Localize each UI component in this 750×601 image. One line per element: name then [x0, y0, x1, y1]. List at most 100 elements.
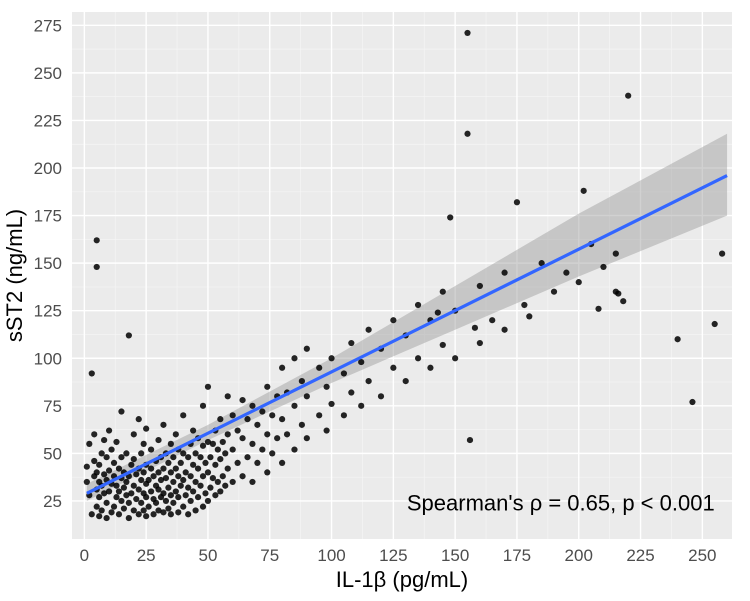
data-point [84, 479, 90, 485]
data-point [220, 439, 226, 445]
data-point [291, 403, 297, 409]
data-point [111, 460, 117, 466]
data-point [89, 511, 95, 517]
data-point [230, 412, 236, 418]
y-tick-label: 125 [34, 302, 62, 321]
data-point [299, 378, 305, 384]
data-point [180, 504, 186, 510]
data-point [230, 446, 236, 452]
data-point [472, 325, 478, 331]
data-point [190, 427, 196, 433]
data-point [99, 507, 105, 513]
data-point [366, 327, 372, 333]
data-point [96, 513, 102, 519]
data-point [217, 416, 223, 422]
data-point [259, 446, 265, 452]
data-point [477, 283, 483, 289]
data-point [113, 439, 119, 445]
data-point [168, 511, 174, 517]
data-point [217, 488, 223, 494]
data-point [348, 389, 354, 395]
data-point [175, 494, 181, 500]
data-point [118, 408, 124, 414]
data-point [249, 403, 255, 409]
data-point [165, 460, 171, 466]
data-point [415, 355, 421, 361]
data-point [131, 507, 137, 513]
data-point [141, 441, 147, 447]
data-point [452, 355, 458, 361]
data-point [254, 422, 260, 428]
data-point [131, 456, 137, 462]
data-point [225, 466, 231, 472]
data-point [150, 511, 156, 517]
y-tick-label: 100 [34, 349, 62, 368]
data-point [168, 492, 174, 498]
data-point [464, 131, 470, 137]
y-axis-title: sST2 (ng/mL) [2, 209, 27, 342]
data-point [91, 458, 97, 464]
data-point [299, 422, 305, 428]
data-point [168, 441, 174, 447]
data-point [190, 488, 196, 494]
data-point [526, 313, 532, 319]
data-point [202, 490, 208, 496]
y-tick-label: 75 [43, 397, 62, 416]
data-point [188, 473, 194, 479]
data-point [175, 473, 181, 479]
data-point [304, 393, 310, 399]
data-point [116, 488, 122, 494]
data-point [128, 462, 134, 468]
data-point [121, 505, 127, 511]
data-point [108, 509, 114, 515]
data-point [131, 431, 137, 437]
data-point [244, 416, 250, 422]
data-point [274, 435, 280, 441]
data-point [403, 378, 409, 384]
x-tick-label: 75 [260, 546, 279, 565]
data-point [136, 511, 142, 517]
data-point [94, 469, 100, 475]
data-point [304, 346, 310, 352]
data-point [148, 466, 154, 472]
data-point [113, 483, 119, 489]
data-point [521, 302, 527, 308]
data-point [143, 513, 149, 519]
data-point [163, 498, 169, 504]
data-point [220, 473, 226, 479]
data-point [464, 30, 470, 36]
data-point [249, 441, 255, 447]
data-point [200, 473, 206, 479]
data-point [133, 471, 139, 477]
y-tick-label: 150 [34, 254, 62, 273]
y-tick-label: 225 [34, 111, 62, 130]
data-point [316, 365, 322, 371]
data-point [207, 454, 213, 460]
data-point [165, 505, 171, 511]
data-point [225, 431, 231, 437]
data-point [215, 479, 221, 485]
data-point [104, 454, 110, 460]
data-point [200, 403, 206, 409]
data-point [178, 483, 184, 489]
data-point [180, 477, 186, 483]
x-tick-label: 125 [379, 546, 407, 565]
data-point [84, 464, 90, 470]
data-point [131, 483, 137, 489]
data-point [719, 251, 725, 257]
data-point [183, 469, 189, 475]
data-point [205, 384, 211, 390]
data-point [595, 306, 601, 312]
data-point [185, 485, 191, 491]
data-point [101, 437, 107, 443]
data-point [259, 408, 265, 414]
data-point [620, 298, 626, 304]
data-point [106, 488, 112, 494]
y-tick-label: 175 [34, 207, 62, 226]
data-point [89, 370, 95, 376]
data-point [128, 490, 134, 496]
data-point [160, 490, 166, 496]
data-point [195, 466, 201, 472]
data-point [230, 479, 236, 485]
data-point [178, 460, 184, 466]
